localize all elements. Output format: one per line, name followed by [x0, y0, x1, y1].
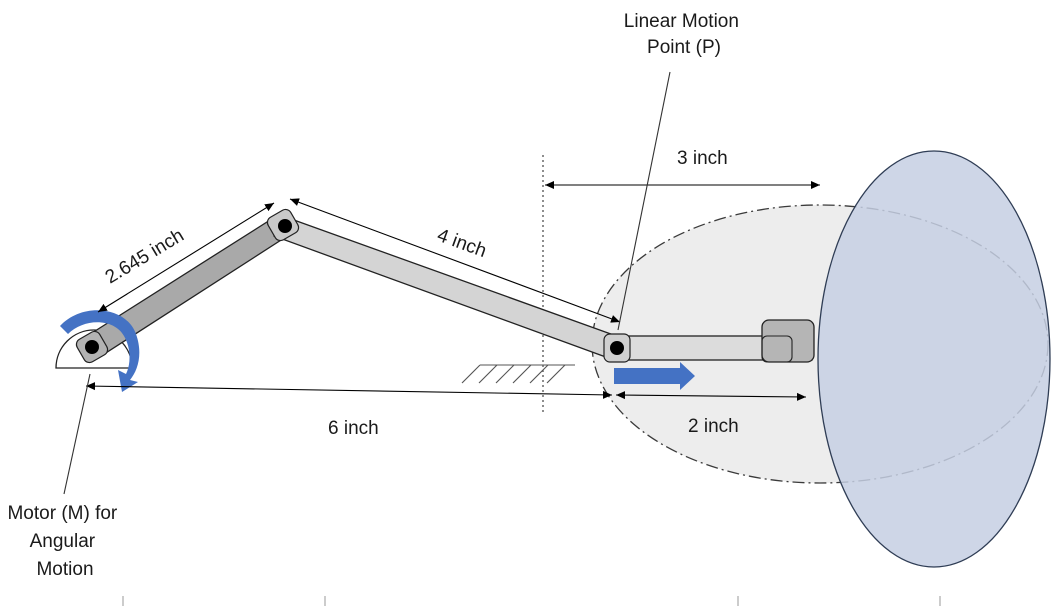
pivot-joint	[278, 219, 292, 233]
dim-label-3: 3 inch	[677, 148, 728, 169]
label-linear-point: Linear Motion Point (P)	[624, 11, 744, 58]
label-motor-line1: Motor (M) for	[7, 503, 117, 524]
blue-ellipse	[817, 150, 1051, 568]
dim-line-crank	[97, 202, 275, 313]
slider-block	[761, 319, 815, 363]
label-linear-point-line2: Point (P)	[647, 37, 721, 58]
label-motor-line2: Angular	[30, 531, 96, 552]
dim-label-2: 2 inch	[688, 416, 739, 437]
bottom-ticks	[122, 596, 941, 606]
dim-line-rod	[289, 198, 621, 323]
dim-label-rod: 4 inch	[434, 225, 489, 262]
dim-label-6: 6 inch	[328, 418, 379, 439]
dim-line-6	[85, 382, 613, 399]
dim-label-crank: 2.645 inch	[102, 225, 188, 288]
label-linear-point-line1: Linear Motion	[624, 11, 739, 32]
leader-motor	[63, 373, 91, 495]
pivot-motor	[85, 340, 99, 354]
ground-hatch	[461, 364, 575, 384]
slider-block-inner	[761, 335, 793, 363]
label-motor: Motor (M) for Angular Motion	[7, 503, 122, 580]
pivot-slider	[610, 341, 624, 355]
label-motor-line3: Motion	[36, 559, 93, 580]
dim-line-2	[615, 391, 807, 401]
leader-linear-point	[617, 71, 671, 331]
rotation-arrow-icon	[60, 310, 140, 392]
linear-motion-arrow-icon	[614, 362, 695, 390]
